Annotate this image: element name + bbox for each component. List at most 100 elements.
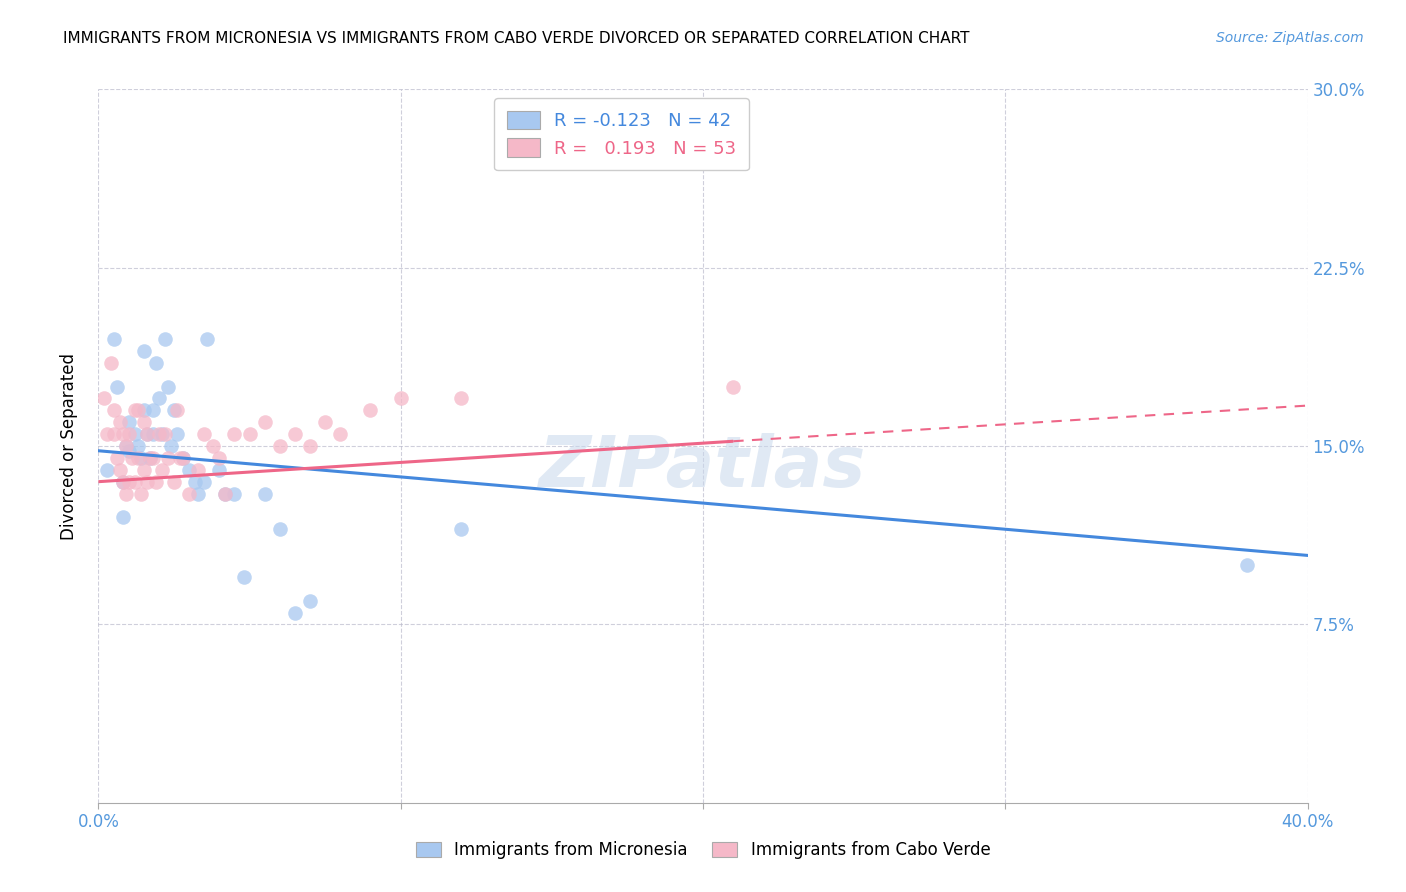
Point — [105, 450, 128, 465]
Point — [111, 427, 134, 442]
Point — [184, 475, 207, 489]
Point — [169, 450, 191, 465]
Point — [145, 475, 167, 489]
Point — [135, 475, 157, 489]
Point — [450, 522, 472, 536]
Point — [139, 450, 162, 465]
Point — [132, 343, 155, 358]
Point — [723, 379, 745, 393]
Point — [202, 439, 225, 453]
Point — [208, 450, 231, 465]
Point — [239, 427, 262, 442]
Point — [160, 439, 183, 453]
Point — [108, 415, 131, 429]
Point — [299, 593, 322, 607]
Point — [153, 427, 176, 442]
Point — [253, 486, 276, 500]
Point — [111, 475, 134, 489]
Point — [132, 415, 155, 429]
Point — [163, 475, 186, 489]
Point — [135, 427, 157, 442]
Point — [118, 475, 141, 489]
Point — [314, 415, 336, 429]
Point — [329, 427, 352, 442]
Point — [193, 475, 215, 489]
Point — [132, 463, 155, 477]
Point — [166, 403, 188, 417]
Point — [127, 439, 149, 453]
Text: ZIPatlas: ZIPatlas — [540, 433, 866, 502]
Point — [124, 403, 146, 417]
Legend: Immigrants from Micronesia, Immigrants from Cabo Verde: Immigrants from Micronesia, Immigrants f… — [409, 835, 997, 866]
Point — [187, 463, 209, 477]
Point — [195, 332, 218, 346]
Point — [269, 439, 291, 453]
Point — [142, 403, 165, 417]
Point — [555, 153, 578, 168]
Point — [253, 415, 276, 429]
Point — [179, 486, 201, 500]
Point — [100, 356, 122, 370]
Point — [129, 450, 152, 465]
Point — [208, 463, 231, 477]
Point — [389, 392, 412, 406]
Point — [124, 427, 146, 442]
Point — [269, 522, 291, 536]
Point — [156, 379, 179, 393]
Point — [103, 332, 125, 346]
Point — [148, 392, 170, 406]
Point — [103, 403, 125, 417]
Point — [103, 427, 125, 442]
Point — [142, 450, 165, 465]
Text: IMMIGRANTS FROM MICRONESIA VS IMMIGRANTS FROM CABO VERDE DIVORCED OR SEPARATED C: IMMIGRANTS FROM MICRONESIA VS IMMIGRANTS… — [63, 31, 970, 46]
Point — [145, 356, 167, 370]
Point — [114, 439, 136, 453]
Point — [132, 403, 155, 417]
Point — [150, 427, 173, 442]
Point — [224, 486, 246, 500]
Point — [127, 403, 149, 417]
Point — [139, 450, 162, 465]
Point — [135, 427, 157, 442]
Point — [150, 463, 173, 477]
Point — [118, 443, 141, 458]
Point — [114, 439, 136, 453]
Text: Source: ZipAtlas.com: Source: ZipAtlas.com — [1216, 31, 1364, 45]
Point — [179, 463, 201, 477]
Point — [172, 450, 194, 465]
Point — [156, 450, 179, 465]
Point — [163, 403, 186, 417]
Point — [214, 486, 236, 500]
Point — [114, 486, 136, 500]
Point — [232, 570, 254, 584]
Point — [121, 450, 143, 465]
Point — [153, 332, 176, 346]
Point — [284, 427, 307, 442]
Point — [148, 427, 170, 442]
Point — [96, 463, 118, 477]
Point — [193, 427, 215, 442]
Point — [284, 606, 307, 620]
Point — [142, 427, 165, 442]
Legend: R = -0.123   N = 42, R =   0.193   N = 53: R = -0.123 N = 42, R = 0.193 N = 53 — [495, 98, 749, 170]
Point — [360, 403, 382, 417]
Point — [166, 427, 188, 442]
Point — [187, 486, 209, 500]
Point — [129, 486, 152, 500]
Y-axis label: Divorced or Separated: Divorced or Separated — [59, 352, 77, 540]
Point — [214, 486, 236, 500]
Point — [105, 379, 128, 393]
Point — [1236, 558, 1258, 572]
Point — [96, 427, 118, 442]
Point — [118, 415, 141, 429]
Point — [124, 475, 146, 489]
Point — [172, 450, 194, 465]
Point — [224, 427, 246, 442]
Point — [111, 510, 134, 524]
Point — [118, 427, 141, 442]
Point — [127, 450, 149, 465]
Point — [108, 463, 131, 477]
Point — [111, 475, 134, 489]
Point — [93, 392, 115, 406]
Point — [299, 439, 322, 453]
